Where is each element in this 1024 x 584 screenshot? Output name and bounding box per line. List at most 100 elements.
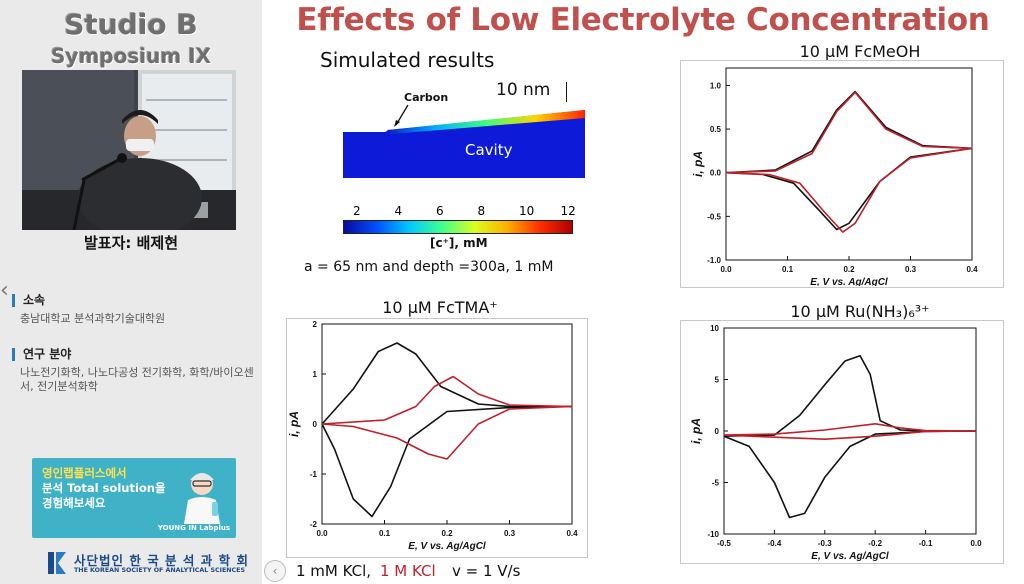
legend-red-label: 1 M KCl bbox=[380, 562, 436, 580]
chart-ru-frame bbox=[680, 320, 1004, 564]
colorbar-tick-label: 6 bbox=[436, 204, 444, 218]
colorbar-tick-label: 10 bbox=[519, 204, 535, 218]
society-emblem-icon bbox=[48, 552, 66, 574]
sponsor-banner-text: 영인랩플러스에서 분석 Total solution을 경험해보세요 bbox=[42, 466, 172, 511]
chart-ru: -0.5 -0.4 -0.3 -0.2 -0.1 0.0 -10 -5 0 5 10 E, V vs.… bbox=[689, 324, 982, 562]
plot-area bbox=[321, 323, 573, 525]
sponsor-brand: YOUNG IN Labplus bbox=[157, 524, 230, 532]
affiliation-text: 충남대학교 분석과학기술대학원 bbox=[20, 312, 166, 325]
x-tick-label: 0.0 bbox=[720, 265, 732, 274]
x-axis-label: E, V vs. Ag/AgCl bbox=[811, 551, 889, 562]
colorbar-tick-label: 8 bbox=[477, 204, 486, 218]
x-tick-label: 0.0 bbox=[970, 539, 982, 548]
scale-bar-label: 10 nm bbox=[496, 80, 551, 100]
slide-title: Effects of Low Electrolyte Concentration bbox=[296, 2, 990, 38]
previous-slide-button[interactable]: ‹ bbox=[264, 560, 286, 582]
x-tick-label: 0.4 bbox=[966, 265, 978, 274]
series-line-low-kcl bbox=[725, 90, 973, 174]
y-tick-label: 0.5 bbox=[710, 125, 722, 134]
scale-bar bbox=[566, 82, 567, 102]
sponsor-line-1: 영인랩플러스에서 bbox=[42, 466, 127, 480]
x-tick-label: 0.4 bbox=[566, 529, 578, 538]
chevron-left-icon[interactable]: ‹ bbox=[0, 278, 9, 303]
x-tick-label: 0.1 bbox=[782, 265, 794, 274]
series-line-low-kcl bbox=[723, 430, 977, 519]
x-tick-label: 0.3 bbox=[504, 529, 516, 538]
x-tick-label: 0.2 bbox=[843, 265, 855, 274]
colorbar-tick-label: 12 bbox=[560, 204, 576, 218]
y-tick-label: -1.0 bbox=[707, 256, 721, 265]
chart-fctma: 0.0 0.1 0.2 0.3 0.4 -2 -1 0 1 2 E, V vs. Ag/AgCl i,… bbox=[287, 320, 578, 552]
simulation-image bbox=[343, 96, 585, 178]
series-line-high-kcl bbox=[723, 430, 977, 440]
y-tick-label: -2 bbox=[310, 520, 318, 529]
x-tick-label: 0.2 bbox=[441, 529, 453, 538]
series-line-low-kcl bbox=[321, 405, 573, 518]
chart-ru-title: 10 μM Ru(NH₃)₆³⁺ bbox=[790, 302, 930, 321]
research-text: 나노전기화학, 나노다공성 전기화학, 화학/바이오센서, 전기분석화학 bbox=[20, 366, 254, 393]
carbon-label: Carbon bbox=[404, 91, 449, 104]
research-heading: 연구 분야 bbox=[12, 348, 71, 361]
y-tick-label: -10 bbox=[707, 530, 719, 539]
chart-fcmeoh-frame bbox=[680, 60, 1004, 288]
presenter-video-frame bbox=[22, 70, 236, 230]
x-tick-label: -0.3 bbox=[818, 539, 832, 548]
affiliation-heading: 소속 bbox=[12, 294, 45, 307]
scan-rate-label: v = 1 V/s bbox=[452, 562, 521, 580]
carbon-arrow-icon bbox=[394, 104, 409, 127]
colorbar-tick-label: 4 bbox=[394, 204, 403, 218]
x-tick-label: -0.4 bbox=[768, 539, 782, 548]
y-tick-label: -5 bbox=[712, 479, 720, 488]
x-axis-label: E, V vs. Ag/AgCl bbox=[408, 541, 486, 552]
legend-black-label: 1 mM KCl, bbox=[296, 562, 372, 580]
sponsor-banner[interactable]: 영인랩플러스에서 분석 Total solution을 경험해보세요 YOUNG… bbox=[32, 458, 236, 538]
series-line-low-kcl bbox=[725, 147, 973, 231]
x-tick-label: -0.1 bbox=[919, 539, 933, 548]
series-line-high-kcl bbox=[321, 375, 573, 425]
series-line-high-kcl bbox=[725, 91, 973, 174]
chart-fctma-frame bbox=[286, 318, 588, 558]
x-tick-label: -0.5 bbox=[717, 539, 731, 548]
y-axis-label: i, pA bbox=[287, 411, 301, 437]
x-tick-label: 0.3 bbox=[905, 265, 917, 274]
y-tick-label: -1 bbox=[310, 470, 318, 479]
society-logo: 사단법인 한 국 분 석 과 학 회 THE KOREAN SOCIETY OF… bbox=[44, 548, 254, 578]
y-tick-label: 1 bbox=[313, 370, 318, 379]
symposium-title: Symposium IX bbox=[51, 44, 211, 68]
cavity-label: Cavity bbox=[465, 141, 513, 159]
chart-fctma-title: 10 μM FcTMA⁺ bbox=[382, 298, 498, 317]
y-axis-label: i, pA bbox=[689, 418, 703, 444]
series-line-high-kcl bbox=[725, 147, 973, 233]
series-line-high-kcl bbox=[321, 405, 573, 460]
simulated-results-label: Simulated results bbox=[320, 48, 495, 72]
series-line-low-kcl bbox=[723, 355, 976, 437]
sidebar: Studio B Symposium IX 발표자: 배제현 ‹ 소속 충남대학… bbox=[0, 0, 262, 584]
y-tick-label: 0 bbox=[313, 420, 318, 429]
sponsor-line-2: 분석 Total solution을 bbox=[42, 481, 166, 495]
x-tick-label: 0.1 bbox=[379, 529, 391, 538]
x-tick-label: 0.0 bbox=[316, 529, 328, 538]
y-axis-label: i, pA bbox=[691, 151, 705, 177]
colorbar-label: [c⁺], mM bbox=[430, 236, 488, 250]
series-line-low-kcl bbox=[321, 342, 572, 425]
y-tick-label: -0.5 bbox=[707, 212, 721, 221]
studio-title: Studio B bbox=[64, 8, 198, 41]
x-axis-label: E, V vs. Ag/AgCl bbox=[810, 277, 888, 286]
x-tick-label: -0.2 bbox=[868, 539, 882, 548]
sponsor-line-3: 경험해보세요 bbox=[42, 496, 106, 510]
presenter-video[interactable] bbox=[22, 70, 236, 230]
chart-fcmeoh: 0.0 0.1 0.2 0.3 0.4 -1.0 -0.5 0.0 0.5 1.0 E, V vs.… bbox=[691, 67, 978, 286]
presenter-name: 발표자: 배제현 bbox=[83, 234, 179, 252]
y-tick-label: 10 bbox=[710, 324, 719, 333]
colorbar bbox=[343, 220, 573, 234]
y-tick-label: 0.0 bbox=[710, 169, 722, 178]
chart-fcmeoh-title: 10 μM FcMeOH bbox=[799, 42, 921, 61]
society-name-korean: 사단법인 한 국 분 석 과 학 회 bbox=[74, 553, 249, 568]
colorbar-ticks: 2 4 6 8 10 12 bbox=[343, 204, 576, 220]
series-line-high-kcl bbox=[723, 423, 977, 436]
simulation-parameters: a = 65 nm and depth =300a, 1 mM bbox=[304, 259, 554, 275]
y-tick-label: 1.0 bbox=[710, 81, 722, 90]
y-tick-label: 2 bbox=[313, 320, 318, 329]
y-tick-label: 0 bbox=[715, 427, 720, 436]
colorbar-tick-label: 2 bbox=[353, 204, 361, 218]
